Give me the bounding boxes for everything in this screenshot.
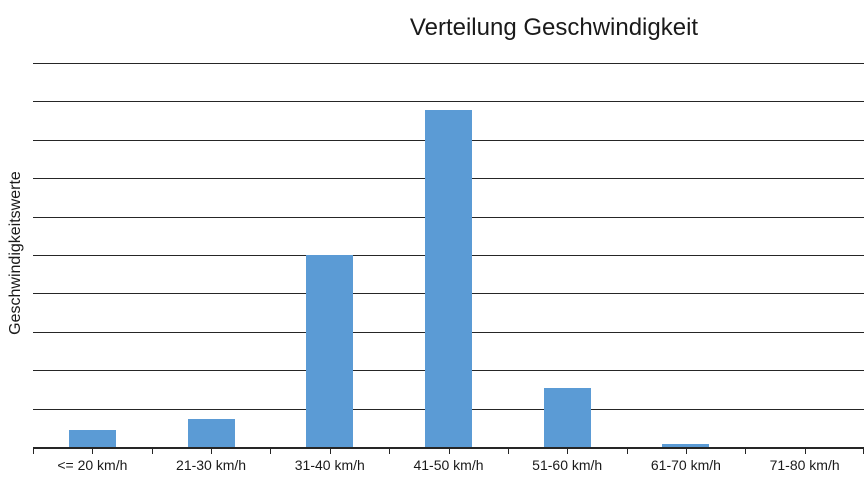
x-tick-label: 71-80 km/h: [769, 457, 840, 473]
x-axis-tick: [151, 447, 153, 454]
x-axis-tick: [745, 447, 747, 454]
chart-title: Verteilung Geschwindigkeit: [409, 14, 699, 41]
x-axis-tick: [685, 447, 687, 454]
x-tick-label: 51-60 km/h: [532, 457, 603, 473]
y-gridline: [33, 101, 864, 103]
x-axis-tick: [329, 447, 331, 454]
x-axis-tick: [567, 447, 569, 454]
x-axis-tick: [33, 447, 34, 454]
x-tick-label: 21-30 km/h: [176, 457, 247, 473]
x-axis-tick: [211, 447, 213, 454]
chart-bar: [543, 388, 591, 447]
x-axis-tick: [804, 447, 806, 454]
chart-bar: [425, 110, 472, 447]
y-axis-title: Geschwindigkeitswerte: [7, 171, 24, 335]
x-tick-label: 31-40 km/h: [294, 457, 365, 473]
x-tick-label: <= 20 km/h: [57, 457, 128, 473]
x-tick-label: 41-50 km/h: [413, 457, 484, 473]
x-tick-label: 61-70 km/h: [650, 457, 721, 473]
x-axis-tick: [448, 447, 450, 454]
y-gridline: [33, 63, 864, 64]
chart-bar: [187, 418, 235, 447]
x-axis-tick: [626, 447, 628, 454]
x-axis-tick: [507, 447, 509, 454]
x-axis-tick: [270, 447, 272, 454]
chart-bar: [662, 443, 710, 447]
x-axis-tick: [863, 447, 864, 454]
x-axis-tick: [92, 447, 94, 454]
chart-bar: [68, 430, 116, 447]
chart-bar: [306, 255, 354, 447]
x-axis-tick: [389, 447, 391, 454]
